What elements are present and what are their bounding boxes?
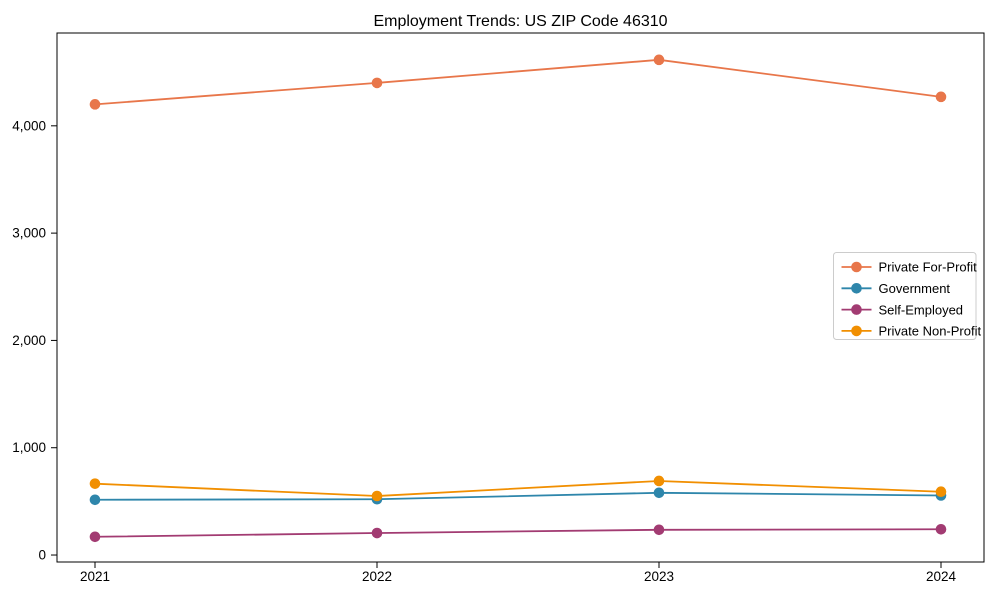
series-marker-self-employed <box>935 523 947 535</box>
y-tick-label: 2,000 <box>12 333 46 348</box>
series-marker-private-non-profit <box>89 478 101 489</box>
x-tick-label: 2021 <box>80 569 110 584</box>
legend-swatch-marker <box>851 304 862 315</box>
legend-label: Government <box>879 281 951 296</box>
y-tick-label: 4,000 <box>12 118 46 133</box>
series-marker-self-employed <box>371 527 383 539</box>
series-marker-private-for-profit <box>89 99 101 110</box>
legend-swatch-marker <box>851 325 862 337</box>
series-marker-private-non-profit <box>653 475 665 487</box>
series-marker-private-non-profit <box>371 490 383 502</box>
y-tick-label: 1,000 <box>12 440 46 455</box>
x-tick-label: 2022 <box>362 569 392 584</box>
series-marker-self-employed <box>89 531 101 543</box>
series-line-private-non-profit <box>94 480 942 497</box>
y-tick-label: 0 <box>38 548 46 563</box>
series-marker-self-employed <box>653 524 665 536</box>
legend-swatch-marker <box>851 283 862 294</box>
series-marker-government <box>89 494 101 506</box>
series-line-government <box>94 491 942 501</box>
series-marker-government <box>653 487 665 499</box>
series-marker-private-for-profit <box>935 91 947 103</box>
legend-label: Private Non-Profit <box>879 324 982 339</box>
x-tick-label: 2023 <box>644 569 674 584</box>
series-line-private-for-profit <box>94 58 942 106</box>
legend-label: Self-Employed <box>879 302 964 317</box>
series-marker-private-for-profit <box>653 54 665 66</box>
chart-title: Employment Trends: US ZIP Code 46310 <box>373 13 668 30</box>
legend-swatch-marker <box>851 261 862 273</box>
x-tick-label: 2024 <box>926 569 957 584</box>
series-line-self-employed <box>94 528 942 538</box>
series-marker-private-for-profit <box>371 77 383 89</box>
legend-label: Private For-Profit <box>879 260 978 275</box>
legend-box <box>833 252 977 340</box>
series-marker-private-non-profit <box>935 486 947 498</box>
y-tick-label: 3,000 <box>12 226 46 241</box>
plot-border <box>56 32 985 563</box>
